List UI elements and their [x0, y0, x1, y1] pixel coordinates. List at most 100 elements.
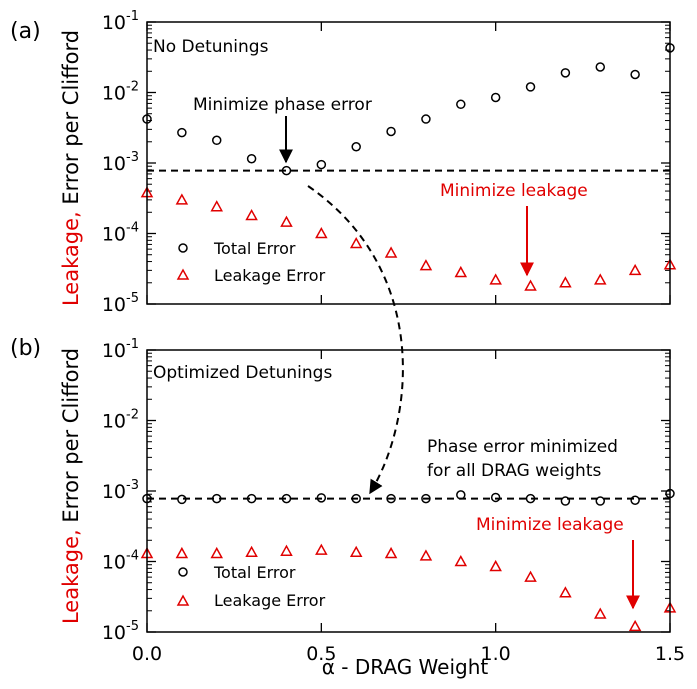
x-tick-label: 1.5 — [655, 643, 685, 665]
panel-a-legend: Total Error Leakage Error — [176, 239, 326, 285]
y-tick-label: 10-2 — [102, 80, 139, 105]
total-error-point — [560, 68, 571, 78]
x-tick-label: 0.0 — [132, 643, 162, 665]
total-error-point — [246, 493, 257, 504]
total-error-point — [490, 92, 501, 103]
panel-a-frame — [146, 21, 671, 305]
leakage-error-point — [489, 273, 502, 285]
leakage-error-point — [628, 619, 642, 632]
total-error-point — [316, 493, 327, 503]
leakage-error-point — [489, 559, 502, 572]
panel-b-y-axis-label: Leakage, Error per Clifford — [59, 348, 83, 624]
y-tick-label: 10-3 — [102, 478, 139, 503]
total-error-point — [316, 159, 327, 170]
y-label-leakage-part: Leakage, — [59, 529, 83, 624]
leakage-error-point — [175, 193, 189, 205]
panel-a-marks — [140, 43, 677, 291]
total-error-point — [560, 496, 571, 506]
leakage-error-point — [175, 546, 189, 559]
y-label-error-part: Error per Clifford — [59, 348, 83, 523]
legend-total-error-label: Total Error — [213, 563, 296, 582]
leakage-error-point — [454, 265, 468, 278]
legend-total-error-label: Total Error — [213, 239, 296, 258]
legend-leakage-error-marker — [176, 594, 190, 606]
total-error-point — [177, 127, 187, 138]
leakage-error-point — [384, 246, 398, 258]
y-label-error-part: Error per Clifford — [59, 30, 83, 205]
leakage-error-point — [419, 549, 433, 561]
y-tick-label: 10-5 — [102, 291, 139, 316]
total-error-point — [490, 492, 501, 503]
leakage-error-point — [559, 276, 572, 288]
legend-leakage-error-marker — [176, 268, 190, 280]
leakage-error-point — [628, 263, 642, 276]
total-error-point — [630, 69, 640, 80]
y-tick-label: 10-1 — [102, 9, 139, 34]
y-tick-label: 10-1 — [102, 337, 139, 362]
leakage-error-point — [593, 273, 607, 285]
total-error-point — [525, 82, 536, 92]
annotation-phase-minimized-line2: for all DRAG weights — [427, 461, 601, 481]
total-error-point — [351, 142, 361, 152]
total-error-point — [525, 493, 536, 504]
y-tick-label: 10-3 — [102, 150, 139, 175]
leakage-error-point — [524, 279, 537, 291]
leakage-error-point — [280, 215, 293, 227]
legend-total-error-marker — [178, 243, 188, 253]
leakage-error-point — [524, 570, 537, 582]
annotation-minimize-phase-error: Minimize phase error — [193, 95, 372, 115]
total-error-point — [281, 165, 292, 176]
y-tick-label: 10-4 — [102, 549, 139, 574]
leakage-error-point — [210, 200, 224, 212]
y-tick-label: 10-5 — [102, 619, 139, 644]
total-error-point — [246, 153, 257, 164]
leakage-error-point — [593, 607, 607, 619]
y-tick-label: 10-4 — [102, 221, 139, 246]
leakage-error-point — [349, 237, 363, 249]
total-error-point — [595, 496, 606, 506]
total-error-point — [281, 493, 292, 504]
annotation-phase-minimized-line1: Phase error minimized — [427, 437, 618, 457]
total-error-point — [456, 99, 466, 110]
total-error-point — [351, 493, 361, 504]
leakage-error-point — [280, 544, 293, 556]
panel-a: (a) No Detunings 10-5 10-4 10-3 10-2 10-1 To… — [10, 9, 677, 316]
leakage-error-point — [419, 259, 433, 271]
x-tick-label: 0.5 — [306, 643, 336, 665]
leakage-error-point — [454, 554, 468, 567]
leakage-error-point — [349, 545, 363, 558]
total-error-point — [630, 495, 640, 505]
legend-leakage-error-label: Leakage Error — [214, 266, 326, 285]
panel-a-label: (a) — [10, 19, 41, 44]
panel-a-title: No Detunings — [153, 37, 269, 57]
panel-b-frame — [146, 349, 671, 633]
leakage-error-point — [384, 546, 398, 559]
total-error-point — [211, 493, 222, 504]
panel-b: (b) Optimized Detunings 10-5 10-4 10-3 10-2… — [10, 336, 685, 679]
annotation-minimize-leakage-b: Minimize leakage — [476, 515, 624, 535]
total-error-point — [211, 135, 222, 146]
connector-arrow — [307, 185, 404, 495]
x-axis-label: α - DRAG Weight — [322, 655, 489, 679]
total-error-point — [386, 126, 396, 137]
leakage-error-point — [315, 226, 328, 239]
panel-b-axis: 10-5 10-4 10-3 10-2 10-1 0.0 0.5 1.0 1.5 — [102, 337, 685, 665]
legend-total-error-marker — [178, 567, 188, 577]
panel-b-title: Optimized Detunings — [153, 363, 332, 383]
leakage-error-point — [210, 546, 224, 559]
leakage-error-point — [315, 543, 328, 555]
leakage-error-point — [559, 586, 572, 598]
y-tick-label: 10-2 — [102, 408, 139, 433]
y-label-leakage-part: Leakage, — [59, 211, 83, 306]
total-error-point — [421, 114, 431, 124]
total-error-point — [177, 494, 187, 505]
annotation-minimize-leakage-a: Minimize leakage — [440, 181, 588, 201]
leakage-error-point — [245, 545, 258, 558]
total-error-point — [386, 493, 396, 504]
total-error-point — [595, 62, 606, 72]
total-error-point — [456, 490, 466, 500]
leakage-error-point — [245, 208, 258, 221]
legend-leakage-error-label: Leakage Error — [214, 591, 326, 610]
panel-a-y-axis-label: Leakage, Error per Clifford — [59, 30, 83, 306]
